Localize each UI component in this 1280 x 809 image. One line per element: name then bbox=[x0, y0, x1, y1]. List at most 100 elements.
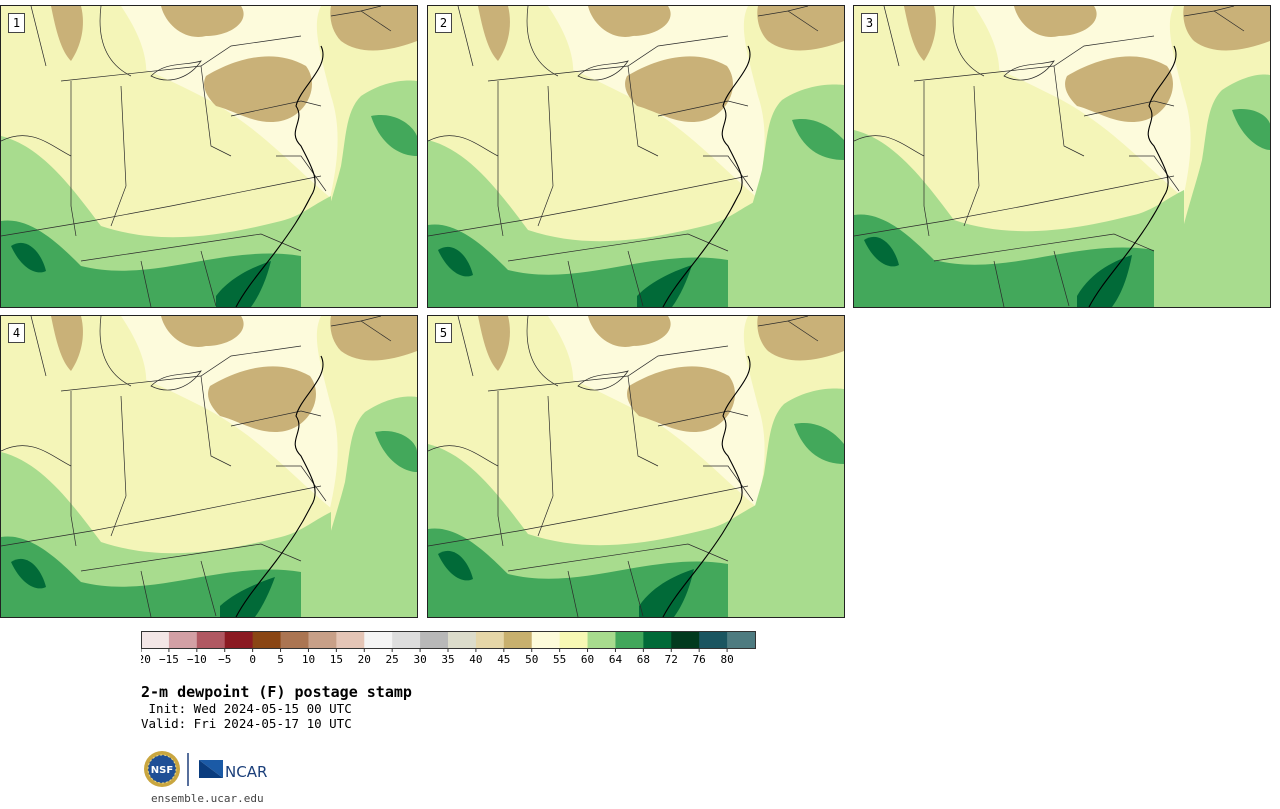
map-layers bbox=[854, 6, 1270, 307]
dewpoint-band-45-michigan bbox=[904, 6, 936, 61]
nsf-ncar-logo: NSF NCAR bbox=[144, 751, 267, 787]
colorbar-tick-label: 64 bbox=[609, 653, 623, 666]
colorbar-tick-label: 68 bbox=[637, 653, 650, 666]
dewpoint-band-55-west bbox=[428, 316, 574, 486]
state-boundary bbox=[60, 35, 302, 82]
state-boundaries bbox=[1, 316, 392, 617]
colorbar-swatch bbox=[224, 631, 254, 648]
dewpoint-band-68 bbox=[216, 261, 271, 307]
map-5 bbox=[428, 316, 844, 617]
state-boundary bbox=[627, 65, 659, 157]
dewpoint-band-55-west bbox=[1, 316, 147, 486]
dewpoint-band-68-west bbox=[864, 236, 899, 267]
dewpoint-band-68-west bbox=[11, 558, 46, 589]
state-boundary bbox=[913, 35, 1155, 82]
state-boundary bbox=[923, 81, 930, 237]
chart-title: 2-m dewpoint (F) postage stamp bbox=[141, 683, 412, 701]
state-boundary bbox=[487, 35, 729, 82]
panel-number-2: 2 bbox=[435, 13, 452, 33]
state-boundary bbox=[30, 316, 47, 377]
colorbar-swatch bbox=[587, 631, 616, 648]
colorbar-tick-label: 55 bbox=[553, 653, 566, 666]
dewpoint-band-68 bbox=[639, 569, 694, 617]
state-boundary bbox=[567, 570, 579, 617]
lake-outline bbox=[577, 60, 629, 81]
lake-outline bbox=[577, 370, 629, 391]
state-boundary bbox=[703, 465, 754, 502]
state-boundary bbox=[110, 395, 127, 537]
colorbar-tick-label: 80 bbox=[720, 653, 733, 666]
dewpoint-band-45-appalachians bbox=[204, 56, 312, 123]
state-boundary bbox=[567, 260, 579, 307]
website-url: ensemble.ucar.edu bbox=[151, 792, 264, 805]
coastline bbox=[662, 355, 751, 617]
dewpoint-band-64-ocean bbox=[1232, 109, 1270, 150]
colorbar-tick-label: 72 bbox=[665, 653, 678, 666]
colorbar-tick-label: −20 bbox=[141, 653, 151, 666]
colorbar-tick-label: 10 bbox=[302, 653, 315, 666]
colorbar-tick-label: 0 bbox=[249, 653, 256, 666]
state-boundary bbox=[1, 135, 72, 157]
dewpoint-band-68-west bbox=[438, 246, 473, 277]
dewpoint-band-64-ocean bbox=[375, 431, 417, 472]
colorbar-swatch bbox=[559, 631, 589, 648]
state-boundary bbox=[627, 250, 644, 307]
state-boundary bbox=[497, 81, 504, 237]
state-boundary bbox=[110, 85, 127, 227]
dewpoint-band-45-michigan bbox=[51, 6, 83, 61]
state-boundary bbox=[200, 560, 217, 617]
state-boundaries bbox=[428, 6, 819, 307]
colorbar-swatch bbox=[420, 631, 449, 648]
colorbar-swatch bbox=[280, 631, 309, 648]
coastline bbox=[235, 355, 324, 617]
panel-number-1: 1 bbox=[8, 13, 25, 33]
dewpoint-band-45-michigan bbox=[478, 6, 510, 61]
state-boundary bbox=[60, 345, 302, 392]
state-boundary bbox=[963, 85, 980, 227]
dewpoint-band-68-west bbox=[438, 550, 473, 581]
colorbar-swatch bbox=[475, 631, 505, 648]
lake-outline bbox=[1003, 60, 1055, 81]
colorbar-swatch bbox=[643, 631, 672, 648]
dewpoint-band-64-ocean bbox=[371, 115, 417, 156]
nsf-seal-icon: NSF bbox=[144, 751, 180, 787]
panel-number-4: 4 bbox=[8, 323, 25, 343]
dewpoint-band-64 bbox=[1, 536, 301, 617]
state-boundary bbox=[276, 465, 327, 502]
state-boundary bbox=[1, 445, 72, 467]
state-boundary bbox=[80, 233, 302, 262]
state-boundary bbox=[30, 6, 47, 67]
map-layers bbox=[428, 316, 844, 617]
dewpoint-band-45-newengland bbox=[330, 6, 417, 51]
dewpoint-band-68 bbox=[1077, 255, 1132, 307]
colorbar-tick-label: 5 bbox=[277, 653, 284, 666]
dewpoint-band-45-michigan bbox=[478, 316, 510, 371]
dewpoint-band-45-appalachians bbox=[208, 366, 316, 433]
state-boundary bbox=[70, 81, 77, 237]
colorbar-swatch bbox=[615, 631, 644, 648]
state-boundary bbox=[526, 6, 559, 77]
dewpoint-band-68 bbox=[637, 265, 692, 307]
state-boundary bbox=[787, 6, 809, 12]
map-2 bbox=[428, 6, 844, 307]
dewpoint-colorbar: −20 −15 −10 −5 0 5 10 15 20 25 30 35 40 45 50 55 60 64 68 7… bbox=[141, 631, 756, 666]
nsf-text: NSF bbox=[151, 765, 173, 776]
dewpoint-band-45-ontario bbox=[1014, 6, 1097, 37]
colorbar-swatch bbox=[336, 631, 365, 648]
dewpoint-band-45-ontario bbox=[588, 316, 671, 347]
map-3 bbox=[854, 6, 1270, 307]
colorbar-swatch bbox=[364, 631, 393, 648]
dewpoint-band-64 bbox=[854, 214, 1154, 307]
state-boundary bbox=[428, 445, 499, 467]
ncar-text: NCAR bbox=[225, 763, 267, 781]
lake-outline bbox=[150, 370, 202, 391]
state-boundary bbox=[507, 543, 729, 572]
member-panel-4: 4 bbox=[0, 315, 418, 618]
dewpoint-band-55-west bbox=[428, 6, 574, 176]
state-boundary bbox=[854, 135, 925, 157]
state-boundary bbox=[537, 395, 554, 537]
colorbar-swatch bbox=[141, 631, 170, 648]
dewpoint-band-45-newengland bbox=[330, 316, 417, 361]
colorbar-swatch bbox=[392, 631, 421, 648]
state-boundary bbox=[787, 316, 809, 322]
